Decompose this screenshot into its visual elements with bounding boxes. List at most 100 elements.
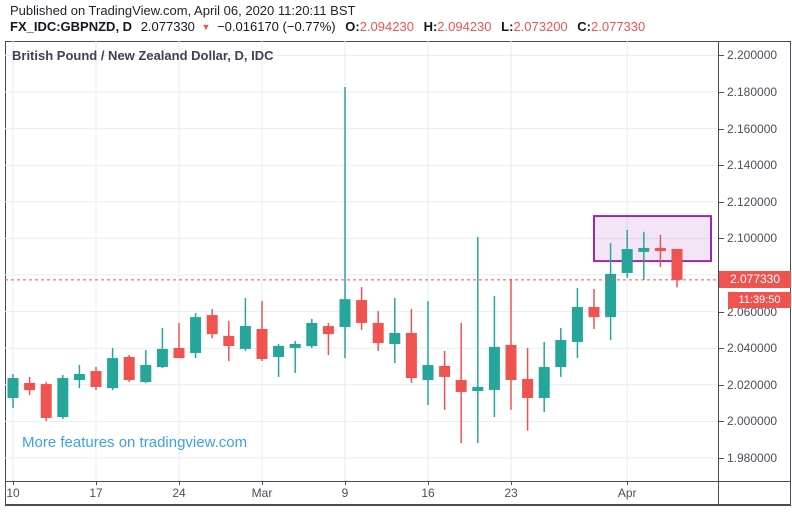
candle-up <box>389 298 401 364</box>
tradingview-watermark-link[interactable]: More features on tradingview.com <box>22 434 248 451</box>
candle-down <box>505 278 517 410</box>
close-label: C: <box>577 19 592 34</box>
candle-up <box>422 301 434 405</box>
candle-up <box>472 236 484 443</box>
candle-body <box>339 299 351 327</box>
candle-down <box>372 311 384 351</box>
y-axis-tick <box>719 384 724 386</box>
close-value: 2.077330 <box>591 19 646 34</box>
symbol-info-bar: FX_IDC:GBPNZD, D 2.077330 ▼ −0.016170 (−… <box>10 19 645 34</box>
open-label: O: <box>345 19 360 34</box>
chart-title: British Pound / New Zealand Dollar, D, I… <box>12 48 274 63</box>
last-price: 2.077330 <box>140 19 195 34</box>
candle-body <box>57 378 69 418</box>
candle-body <box>256 328 268 359</box>
y-axis-tick <box>719 55 724 57</box>
y-axis-tick <box>719 238 724 240</box>
y-axis-label: 2.040000 <box>727 341 778 356</box>
y-axis-tick <box>719 201 724 203</box>
candle-up <box>140 350 152 383</box>
candle-body <box>306 322 318 347</box>
candle-up <box>638 231 650 280</box>
open-value: 2.094230 <box>359 19 414 34</box>
candle-body <box>273 346 285 357</box>
x-axis-tick <box>262 481 263 485</box>
candle-body <box>140 365 152 383</box>
candle-up <box>156 328 168 368</box>
candle-down <box>173 322 185 359</box>
candle-down <box>90 367 102 391</box>
y-axis-tick <box>719 92 724 93</box>
candle-down <box>24 376 36 396</box>
candle-up <box>488 296 500 418</box>
candle-body <box>488 346 500 390</box>
y-axis-tick <box>719 348 724 350</box>
x-axis-label: 24 <box>172 486 186 500</box>
bar-countdown-label: 11:39:50 <box>728 292 791 308</box>
candle-body <box>40 384 52 418</box>
y-axis-label: 2.100000 <box>727 231 778 246</box>
x-axis-tick <box>511 481 512 485</box>
candle-down <box>256 300 268 362</box>
y-axis-label: 1.980000 <box>727 451 778 465</box>
price-scale-divider <box>718 41 719 506</box>
candle-down <box>654 234 666 267</box>
candle-body <box>654 247 666 252</box>
candle-body <box>289 343 301 349</box>
candle-up <box>306 318 318 349</box>
candle-up <box>605 242 617 340</box>
candle-body <box>24 382 36 391</box>
x-axis-tick <box>345 481 346 485</box>
x-axis-label: Apr <box>617 486 637 500</box>
chart-pane[interactable] <box>5 41 718 481</box>
published-caption: Published on TradingView.com, April 06, … <box>10 3 356 18</box>
candle-down <box>322 322 334 355</box>
candle-down <box>671 248 683 288</box>
x-axis-label: 23 <box>504 486 518 500</box>
x-axis-label: 10 <box>6 486 20 500</box>
candle-down <box>522 348 534 431</box>
candle-body <box>605 273 617 318</box>
x-axis-label: Mar <box>251 486 273 500</box>
y-axis-label: 2.000000 <box>727 414 778 429</box>
y-axis-label: 2.140000 <box>727 158 778 173</box>
candle-body <box>571 307 583 342</box>
candle-up <box>555 328 567 377</box>
candle-up <box>239 298 251 351</box>
x-axis-tick <box>627 481 629 485</box>
candle-up <box>339 87 351 359</box>
candle-body <box>638 247 650 252</box>
candle-up <box>571 287 583 359</box>
candle-body <box>372 322 384 344</box>
candle-down <box>356 287 368 330</box>
candle-body <box>555 339 567 368</box>
y-axis-tick <box>719 458 724 459</box>
candle-body <box>455 380 467 392</box>
candle-up <box>107 348 119 391</box>
x-axis-label: 9 <box>341 486 349 500</box>
y-axis-label: 2.180000 <box>727 85 778 99</box>
y-axis-tick <box>719 421 724 423</box>
candle-body <box>522 378 534 398</box>
high-value: 2.094230 <box>437 19 492 34</box>
down-arrow-icon: ▼ <box>201 22 211 32</box>
candle-up <box>273 343 285 377</box>
candle-body <box>538 367 550 398</box>
candle-body <box>206 315 218 335</box>
candle-body <box>322 326 334 335</box>
low-label: L: <box>501 19 514 34</box>
candle-body <box>7 378 19 398</box>
x-axis-tick <box>179 481 180 485</box>
candle-body <box>73 374 85 381</box>
candle-body <box>472 386 484 392</box>
candle-body <box>239 326 251 349</box>
candle-body <box>356 300 368 323</box>
x-axis-label: 16 <box>421 486 435 500</box>
high-label: H: <box>423 19 438 34</box>
y-axis-tick <box>719 165 724 167</box>
current-price-label: 2.077330 <box>719 271 791 288</box>
candle-body <box>422 365 434 381</box>
highlight-box[interactable] <box>593 215 712 263</box>
candle-body <box>405 333 417 379</box>
